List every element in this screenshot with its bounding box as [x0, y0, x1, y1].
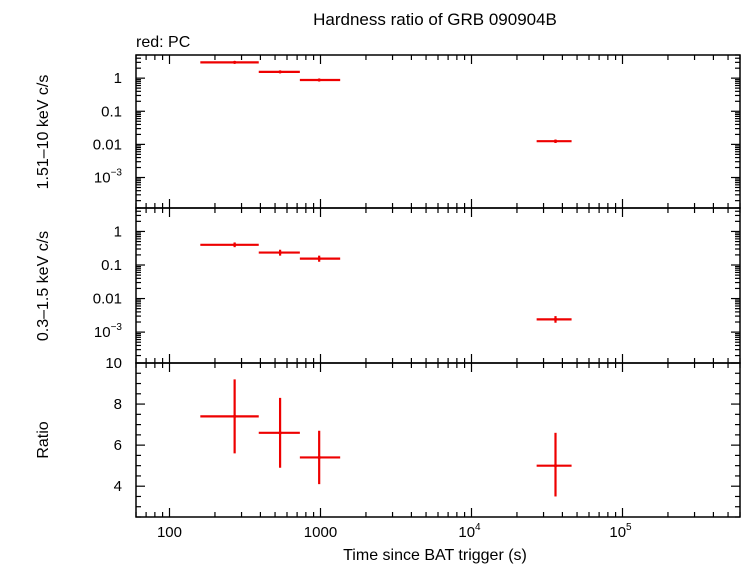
x-tick-label-base: 1000: [304, 524, 337, 541]
point-marker: [553, 464, 558, 468]
x-axis-label: Time since BAT trigger (s): [343, 547, 527, 564]
panel-1-y-tick-label-base: 1: [114, 70, 122, 87]
panel-3-data-point: [536, 432, 572, 497]
point-marker: [233, 60, 237, 64]
panel-2-y-tick-label-base: 0.01: [93, 291, 122, 308]
panel-3-y-tick-label-base: 6: [114, 437, 122, 454]
panel-1-y-tick-label-base: 0.1: [101, 103, 122, 120]
x-tick-label-exponent: 4: [475, 522, 481, 533]
panel-2-data-point: [299, 255, 341, 262]
point-marker: [233, 414, 237, 418]
point-marker: [553, 139, 558, 143]
panel-1-y-tick-label-base: 10: [94, 170, 111, 187]
panel-2-frame: [135, 207, 741, 364]
panel-3-y-tick-label-base: 4: [114, 478, 122, 495]
panel-1-data-point: [536, 139, 572, 144]
panel-3-data-point: [200, 379, 259, 454]
panel-1-frame: [135, 54, 741, 209]
panel-2-y-axis-label: 0.3–1.5 keV c/s: [35, 231, 52, 341]
point-marker: [278, 431, 282, 435]
point-marker: [553, 317, 558, 321]
panel-1-y-tick-label: 0.01: [93, 136, 122, 153]
chart-title: Hardness ratio of GRB 090904B: [313, 10, 557, 29]
panel-3: 4 6 8 10: [105, 355, 741, 518]
panel-2-y-tick-label-base: 1: [114, 223, 122, 240]
panel-2-data-point: [200, 242, 259, 248]
panel-2-y-tick-label: 1: [114, 223, 122, 240]
panel-3-data-point: [258, 397, 300, 468]
panel-1-data-point: [258, 70, 300, 74]
panel-2-data-point: [536, 316, 572, 323]
panel-3-y-axis-label: Ratio: [35, 421, 52, 458]
point-marker: [317, 257, 321, 261]
panel-1-y-tick-label: 10−3: [94, 168, 123, 187]
point-marker: [233, 243, 237, 247]
panel-1-y-tick-label: 0.1: [101, 103, 122, 120]
panel-1-y-tick-label-base: 0.01: [93, 136, 122, 153]
series-note: red: PC: [136, 34, 190, 51]
panel-3-frame: [135, 362, 741, 518]
panel-2-y-tick-label: 10−3: [94, 322, 123, 341]
panel-2-y-tick-label: 0.01: [93, 291, 122, 308]
point-marker: [278, 250, 282, 255]
panel-1-y-tick-label-exponent: −3: [111, 168, 123, 179]
point-marker: [278, 70, 282, 74]
x-tick-label-base: 10: [458, 524, 475, 541]
x-tick-label-base: 100: [157, 524, 182, 541]
panel-2-data-point: [258, 249, 300, 256]
panel-3-y-tick-label: 6: [114, 437, 122, 454]
panel-3-y-tick-label-base: 8: [114, 396, 122, 413]
panel-2-y-tick-label: 0.1: [101, 257, 122, 274]
x-tick-label-exponent: 5: [626, 522, 632, 533]
x-tick-label: 100: [157, 524, 182, 541]
panel-2-y-tick-label-exponent: −3: [111, 322, 123, 333]
panel-1-data-point: [299, 78, 341, 82]
panel-1-data-point: [200, 60, 259, 64]
panel-3-data-point: [299, 430, 341, 485]
x-tick-label: 1000: [304, 524, 337, 541]
panel-2-y-tick-label-base: 0.1: [101, 257, 122, 274]
panel-3-y-tick-label: 8: [114, 396, 122, 413]
x-axis-tick-labels: 100 1000 104 105: [157, 522, 632, 541]
panel-1-y-tick-label: 1: [114, 70, 122, 87]
panel-2-y-tick-label-base: 10: [94, 324, 111, 341]
panel-3-y-tick-label: 10: [105, 355, 122, 372]
panel-2: 1 0.1 0.01 10−3: [93, 207, 741, 364]
x-tick-label: 104: [458, 522, 481, 541]
panel-3-y-tick-label-base: 10: [105, 355, 122, 372]
x-tick-label-base: 10: [609, 524, 626, 541]
point-marker: [317, 78, 321, 82]
panel-1: 1 0.1 0.01 10−3: [93, 54, 741, 209]
panel-1-y-axis-label: 1.51–10 keV c/s: [35, 75, 52, 190]
point-marker: [317, 455, 321, 460]
panel-3-y-tick-label: 4: [114, 478, 122, 495]
x-tick-label: 105: [609, 522, 632, 541]
